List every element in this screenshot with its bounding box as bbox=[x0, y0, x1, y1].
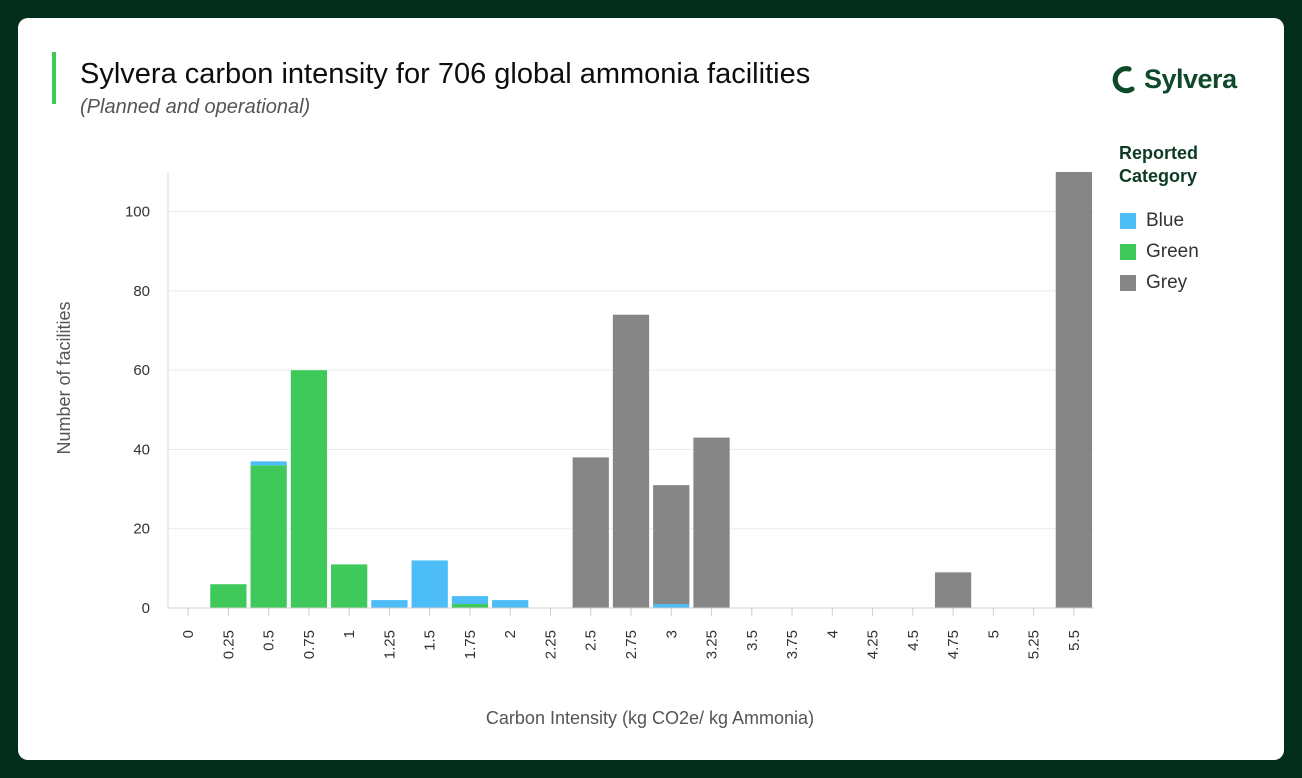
x-tick-label: 2.25 bbox=[542, 630, 559, 659]
y-axis-label: Number of facilities bbox=[54, 301, 74, 454]
y-tick-label: 60 bbox=[133, 362, 150, 379]
bar-grey-2.5[interactable] bbox=[572, 457, 609, 608]
x-tick-label: 4.75 bbox=[945, 630, 962, 659]
axes bbox=[167, 172, 1094, 616]
legend-item-blue[interactable]: Blue bbox=[1120, 210, 1184, 232]
legend-swatch-green bbox=[1120, 244, 1136, 260]
bar-grey-3[interactable] bbox=[653, 485, 690, 605]
bar-green-0.25[interactable] bbox=[210, 584, 247, 608]
tick-labels: 0 20 40 60 80 100 0 0.25 0.5 0.75 1 1.25 1.5 1.75 2 2.2… bbox=[125, 204, 1083, 660]
x-tick-label: 5.5 bbox=[1066, 630, 1083, 651]
x-tick-label: 1.5 bbox=[422, 630, 439, 651]
bar-green-1.75[interactable] bbox=[451, 604, 489, 608]
x-tick-label: 2.75 bbox=[623, 630, 640, 659]
x-tick-label: 0.25 bbox=[220, 630, 237, 659]
sylvera-logo-icon bbox=[1112, 65, 1135, 93]
x-tick-label: 3 bbox=[663, 630, 680, 638]
y-tick-label: 80 bbox=[133, 283, 150, 300]
x-tick-label: 4.5 bbox=[905, 630, 922, 651]
x-tick-label: 0.75 bbox=[301, 630, 318, 659]
legend-label-green: Green bbox=[1146, 241, 1199, 262]
x-tick-label: 1.25 bbox=[381, 630, 398, 659]
y-tick-label: 40 bbox=[133, 441, 150, 458]
x-tick-label: 0.5 bbox=[261, 630, 278, 651]
bar-blue-3[interactable] bbox=[653, 604, 690, 608]
bars bbox=[210, 172, 1092, 608]
bar-blue-1.75[interactable] bbox=[451, 596, 489, 605]
legend-title: Reported Category bbox=[1119, 143, 1199, 186]
bar-grey-5.5[interactable] bbox=[1055, 172, 1092, 608]
sylvera-logo-text: Sylvera bbox=[1144, 64, 1237, 94]
chart-title: Sylvera carbon intensity for 706 global … bbox=[80, 58, 811, 90]
x-tick-label: 4.25 bbox=[865, 630, 882, 659]
x-tick-label: 3.25 bbox=[704, 630, 721, 659]
sylvera-logo: Sylvera bbox=[1112, 64, 1237, 95]
legend-label-blue: Blue bbox=[1146, 210, 1185, 231]
x-tick-label: 2 bbox=[502, 630, 519, 638]
bar-green-0.75[interactable] bbox=[290, 370, 328, 608]
bar-green-1[interactable] bbox=[331, 564, 368, 608]
x-tick-label: 5.25 bbox=[1026, 630, 1043, 659]
x-tick-label: 1 bbox=[341, 630, 358, 638]
legend-label-grey: Grey bbox=[1146, 272, 1188, 293]
x-axis-label: Carbon Intensity (kg CO2e/ kg Ammonia) bbox=[486, 708, 814, 728]
bar-grey-4.75[interactable] bbox=[934, 572, 972, 608]
x-tick-label: 0 bbox=[180, 630, 197, 638]
bar-blue-2[interactable] bbox=[492, 600, 529, 608]
legend-item-grey[interactable]: Grey bbox=[1120, 272, 1187, 294]
bar-blue-1.5[interactable] bbox=[411, 560, 448, 608]
y-tick-label: 100 bbox=[125, 204, 150, 221]
bar-green-0.5[interactable] bbox=[250, 465, 287, 608]
x-tick-label: 4 bbox=[824, 630, 841, 638]
bar-blue-1.25[interactable] bbox=[371, 600, 408, 608]
x-tick-label: 3.5 bbox=[744, 630, 761, 651]
legend-swatch-grey bbox=[1120, 275, 1136, 291]
x-tick-label: 1.75 bbox=[462, 630, 479, 659]
bar-blue-0.5[interactable] bbox=[250, 461, 287, 466]
legend-swatch-blue bbox=[1120, 213, 1136, 229]
title-accent-bar bbox=[52, 52, 56, 104]
x-tick-label: 5 bbox=[985, 630, 1002, 638]
y-tick-label: 0 bbox=[142, 600, 150, 617]
x-tick-label: 3.75 bbox=[784, 630, 801, 659]
bar-grey-3.25[interactable] bbox=[693, 437, 730, 608]
chart-subtitle: (Planned and operational) bbox=[80, 96, 311, 118]
legend-item-green[interactable]: Green bbox=[1120, 241, 1199, 263]
y-tick-label: 20 bbox=[133, 521, 150, 538]
x-tick-label: 2.5 bbox=[583, 630, 600, 651]
bar-grey-2.75[interactable] bbox=[612, 314, 650, 608]
